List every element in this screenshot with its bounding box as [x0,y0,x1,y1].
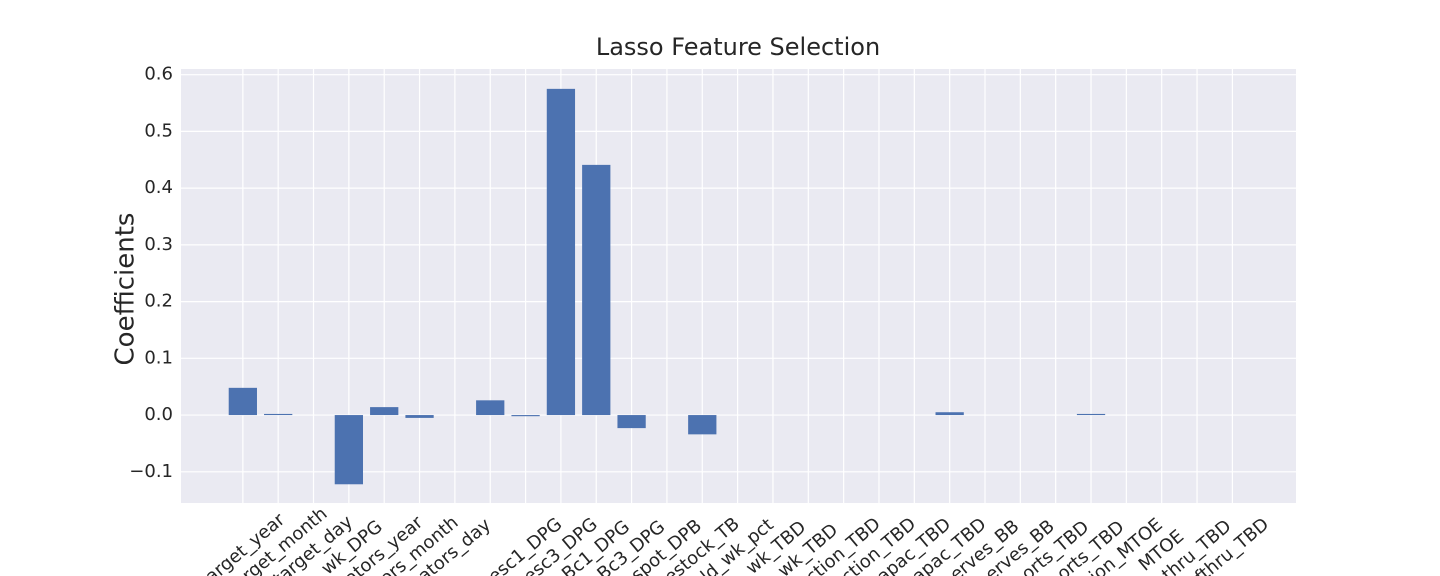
bar [546,88,576,416]
bar [688,415,717,435]
bar [370,407,399,416]
y-tick-label: 0.0 [144,404,173,425]
bar [1076,413,1106,416]
bar [228,387,257,416]
bar [405,415,434,418]
bar [334,415,364,485]
bar [582,164,611,416]
y-tick-label: 0.3 [144,234,173,255]
bar [617,415,646,429]
y-tick-label: 0.4 [144,177,173,198]
y-tick-label: −0.1 [129,461,173,482]
bar [511,415,540,417]
y-tick-label: 0.6 [144,64,173,85]
y-axis-label: Coefficients [111,213,141,366]
bar [476,400,505,416]
bar [935,412,964,416]
plot-area [181,69,1296,503]
y-tick-label: 0.5 [144,120,173,141]
y-tick-label: 0.1 [144,347,173,368]
y-tick-label: 0.2 [144,291,173,312]
bar [264,413,293,416]
chart-title: Lasso Feature Selection [596,33,880,61]
